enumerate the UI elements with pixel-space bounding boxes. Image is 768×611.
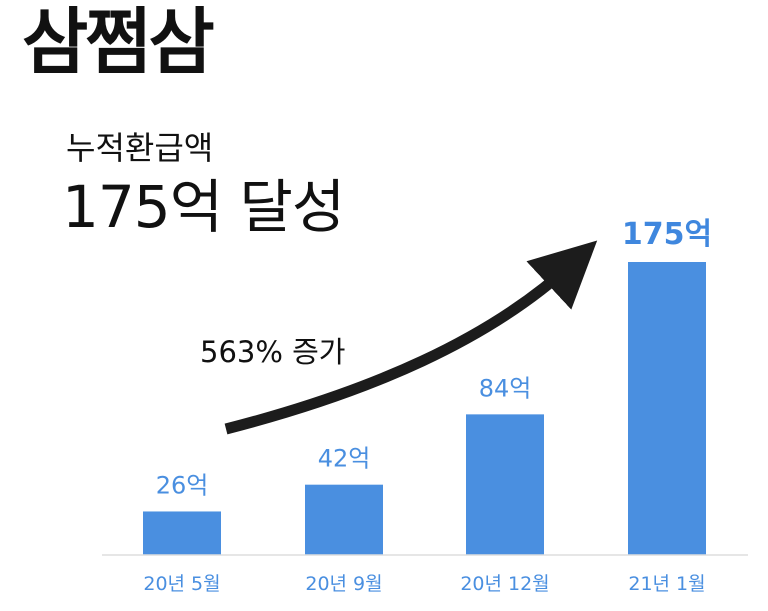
bar-value-label-1: 26억 [156,471,209,499]
bar-value-label-3: 84억 [479,374,532,402]
bar-1 [143,511,221,555]
bar-value-label-4: 175억 [622,217,712,252]
growth-arrow [224,240,598,435]
chart-headline: 175억 달성 [62,173,345,241]
x-tick-label-1: 20년 5월 [143,573,220,595]
bars-group: 26억 20년 5월 42억 20년 9월 84억 20년 12월 175억 21년 1월 [143,217,712,595]
bar-4 [628,262,706,555]
growth-arrow-line [224,240,598,435]
x-tick-label-3: 20년 12월 [460,573,549,595]
bar-value-label-2: 42억 [318,445,371,473]
bar-3 [466,414,544,555]
brand-logo: 삼쩜삼 [22,0,215,84]
x-tick-label-4: 21년 1월 [628,573,705,595]
x-tick-label-2: 20년 9월 [305,573,382,595]
bar-2 [305,484,383,555]
chart-subtitle: 누적환급액 [66,129,214,167]
growth-annotation: 563% 증가 [200,335,346,369]
